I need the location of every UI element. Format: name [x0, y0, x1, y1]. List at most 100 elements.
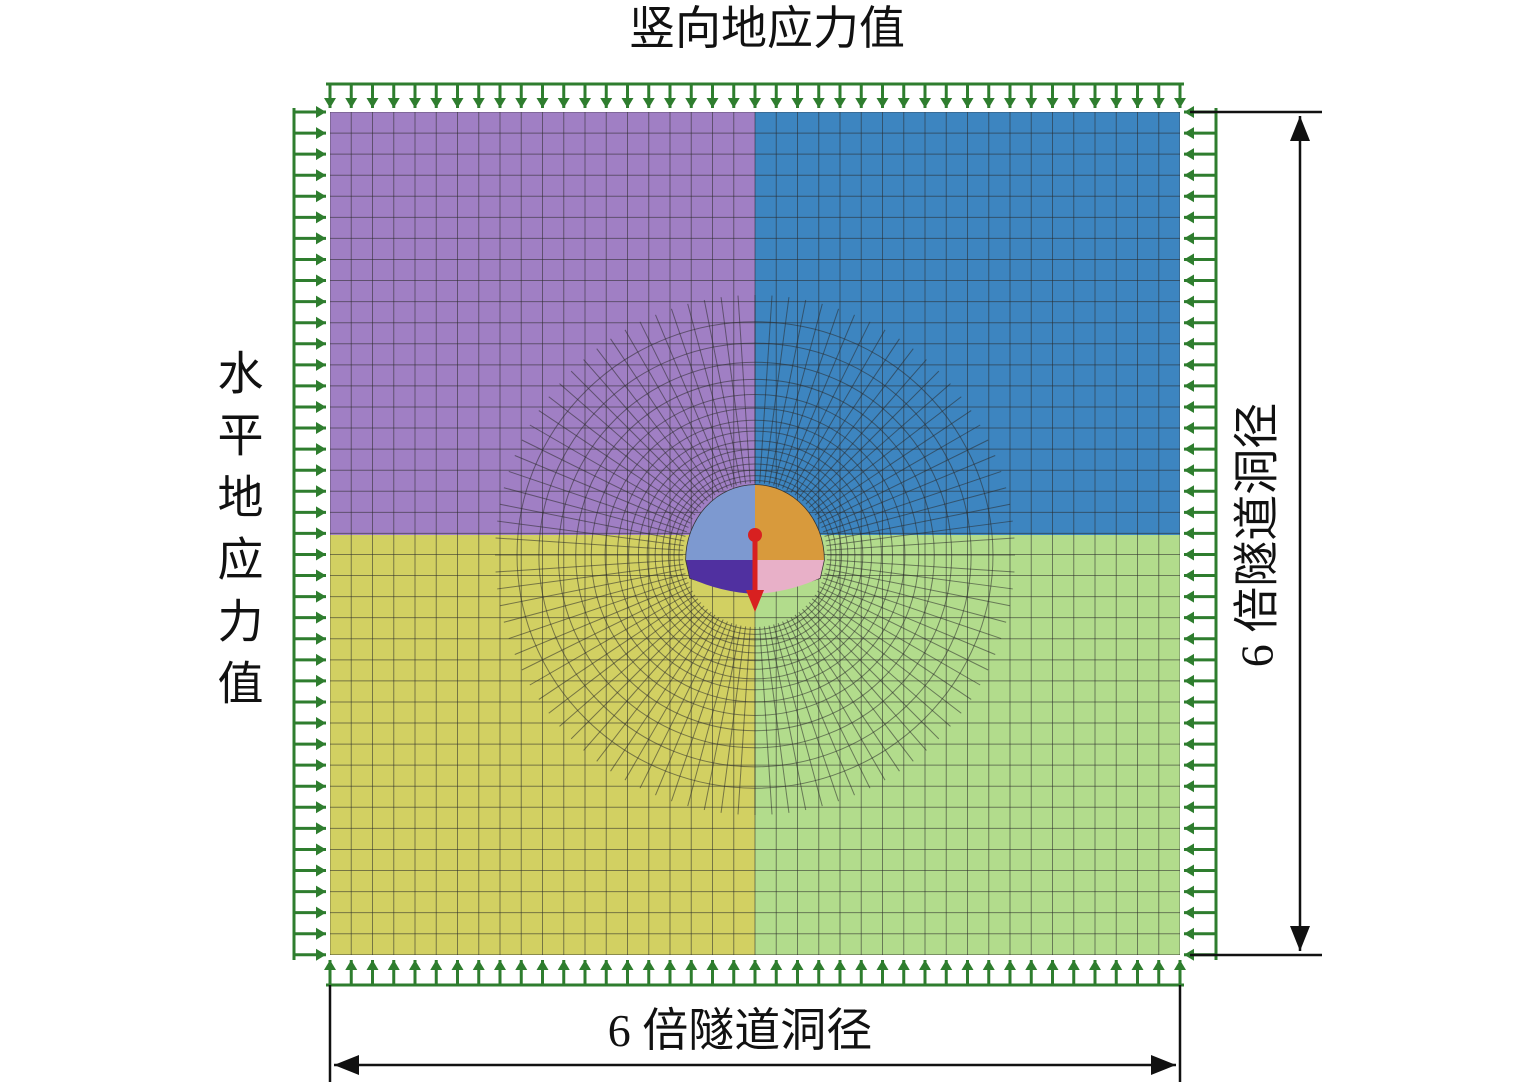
- mesh-ring: [538, 342, 972, 768]
- load-arrow: [366, 84, 379, 108]
- load-arrow: [1184, 379, 1216, 392]
- mesh-ring: [654, 456, 856, 654]
- mesh-line: [825, 568, 1011, 607]
- load-arrow: [1184, 316, 1216, 329]
- mesh: [330, 112, 1180, 955]
- load-arrow: [940, 84, 953, 108]
- mesh-line: [529, 590, 693, 686]
- mesh-line: [503, 573, 686, 623]
- mesh-ring: [590, 394, 920, 716]
- mesh-line: [794, 338, 900, 496]
- load-arrow: [1184, 400, 1216, 413]
- mesh-line: [826, 537, 1015, 551]
- load-arrow: [1184, 232, 1216, 245]
- load-arrow: [1184, 590, 1216, 603]
- mesh-line: [521, 439, 691, 524]
- mesh-line: [495, 559, 684, 573]
- mesh-ring: [557, 361, 953, 749]
- mesh-ring: [628, 430, 882, 680]
- load-arrow: [1174, 960, 1186, 985]
- top-label: 竖向地应力值: [629, 3, 905, 54]
- mesh-line: [559, 602, 702, 727]
- load-arrow: [430, 84, 443, 108]
- mesh-line: [819, 586, 989, 671]
- mesh-line: [548, 396, 699, 512]
- load-arrow: [1004, 960, 1016, 985]
- load-arrow: [1184, 801, 1216, 814]
- load-arrow: [294, 337, 326, 350]
- mesh-line: [826, 559, 1015, 573]
- load-arrow: [600, 84, 613, 108]
- load-arrow: [1184, 527, 1216, 540]
- load-arrow: [791, 84, 804, 108]
- mesh-line: [583, 359, 708, 502]
- load-arrow: [294, 864, 326, 877]
- load-arrow: [706, 84, 719, 108]
- load-arrow: [294, 801, 326, 814]
- mesh-line: [823, 577, 1002, 640]
- mesh-ring: [617, 419, 893, 691]
- load-arrow: [294, 948, 326, 961]
- mesh-line: [670, 308, 733, 487]
- mesh-line: [596, 611, 712, 762]
- load-arrow: [727, 84, 740, 108]
- mesh-line: [639, 619, 724, 789]
- mesh-line: [499, 568, 685, 607]
- load-arrow: [294, 527, 326, 540]
- load-arrow: [1152, 84, 1165, 108]
- mesh-line: [817, 424, 981, 520]
- load-arrow: [1184, 506, 1216, 519]
- mesh-line: [639, 321, 724, 491]
- load-arrow: [515, 960, 528, 985]
- mesh-ring: [673, 475, 837, 635]
- mesh-line: [596, 348, 712, 499]
- load-arrow: [1184, 190, 1216, 203]
- mesh-line: [798, 348, 914, 499]
- mesh-line: [823, 470, 1002, 533]
- mesh-line: [548, 598, 699, 714]
- load-arrow: [1184, 127, 1216, 140]
- load-arrow: [557, 960, 570, 985]
- load-arrow: [812, 84, 825, 108]
- mesh-line: [763, 297, 790, 484]
- bottom-label: 6 倍隧道洞径: [608, 1005, 873, 1056]
- mesh-line: [610, 614, 716, 772]
- mesh-line: [790, 329, 886, 493]
- load-arrow: [834, 84, 846, 108]
- load-arrow: [294, 253, 326, 266]
- load-arrow: [1184, 738, 1216, 751]
- load-arrow: [706, 960, 719, 985]
- load-arrow: [324, 84, 336, 108]
- load-arrow: [1046, 84, 1059, 108]
- mesh-line: [802, 359, 927, 502]
- load-arrow: [1184, 211, 1216, 224]
- load-arrow: [1184, 822, 1216, 835]
- load-arrow: [294, 590, 326, 603]
- mesh-line: [624, 329, 720, 493]
- mesh-line: [570, 370, 705, 505]
- load-arrow: [557, 84, 570, 108]
- load-arrow: [294, 611, 326, 624]
- mesh-line: [768, 299, 807, 485]
- mesh-line: [655, 621, 728, 796]
- mesh-ring: [637, 440, 873, 670]
- load-arrow: [1184, 780, 1216, 793]
- load-arrow: [294, 506, 326, 519]
- load-arrow: [1184, 148, 1216, 161]
- mesh-ring: [575, 378, 935, 732]
- mesh-line: [825, 503, 1011, 542]
- mesh-line: [495, 537, 684, 551]
- mesh-line: [559, 383, 702, 508]
- load-arrow: [494, 84, 506, 108]
- model: [330, 112, 1180, 955]
- mesh-line: [798, 611, 914, 762]
- mesh-line: [824, 487, 1007, 537]
- mesh-line: [687, 624, 737, 807]
- load-arrow: [294, 780, 326, 793]
- mesh-line: [497, 563, 684, 590]
- load-arrow: [1110, 84, 1123, 108]
- load-arrow: [982, 84, 995, 108]
- mesh-line: [759, 295, 773, 484]
- load-arrow: [451, 960, 464, 985]
- load-arrow: [294, 316, 326, 329]
